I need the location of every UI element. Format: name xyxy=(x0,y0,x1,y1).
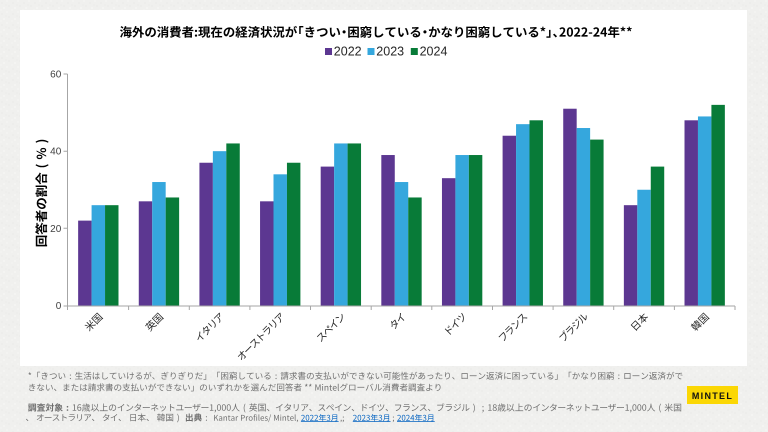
svg-text:20: 20 xyxy=(50,224,62,235)
svg-text:MINTEL: MINTEL xyxy=(692,391,733,401)
svg-text:60: 60 xyxy=(50,70,62,81)
svg-text:40: 40 xyxy=(50,147,62,158)
svg-text:2022: 2022 xyxy=(334,45,362,59)
svg-text:2023: 2023 xyxy=(376,45,404,59)
svg-text:2024: 2024 xyxy=(420,45,448,59)
svg-text:0: 0 xyxy=(56,301,62,312)
